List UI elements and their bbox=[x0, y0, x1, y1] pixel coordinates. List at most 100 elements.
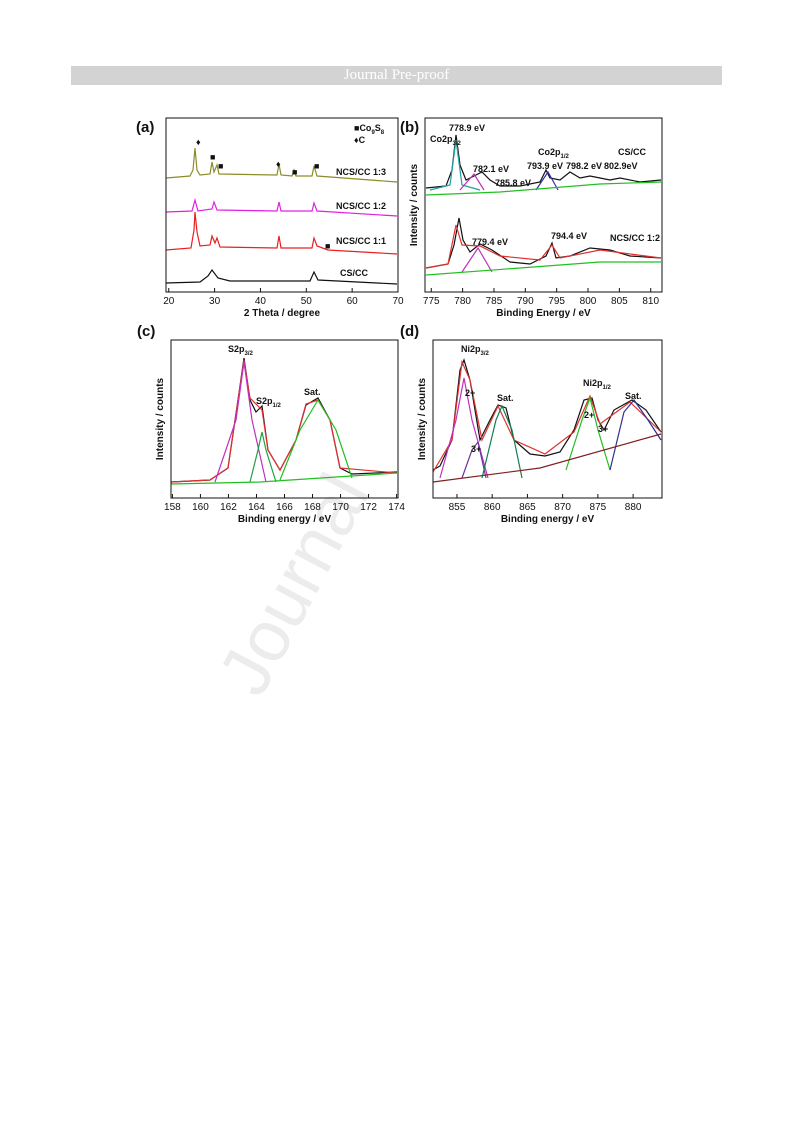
x-tick-label: 60 bbox=[347, 296, 359, 307]
x-tick-label: 785 bbox=[486, 296, 503, 307]
xrd-curve bbox=[165, 211, 398, 255]
x-tick-label: 170 bbox=[332, 502, 349, 513]
x-axis-label: Binding energy / eV bbox=[238, 514, 332, 525]
xps-component bbox=[439, 377, 489, 479]
xps-component bbox=[279, 398, 353, 481]
peak-label: S2p3/2 bbox=[228, 344, 254, 357]
phase-marker: ■ bbox=[210, 152, 215, 162]
xps-component bbox=[249, 431, 277, 483]
annotation: Sat. bbox=[304, 387, 321, 397]
xps-curve bbox=[425, 217, 662, 269]
annotation: 802.9eV bbox=[604, 161, 638, 171]
xrd-curve bbox=[165, 197, 398, 217]
x-tick-label: 855 bbox=[449, 502, 466, 513]
x-tick-label: 775 bbox=[423, 296, 440, 307]
xps-component bbox=[565, 395, 611, 471]
x-axis-label: Binding Energy / eV bbox=[496, 308, 591, 319]
xps-fit bbox=[170, 359, 398, 483]
peak-label: S2p1/2 bbox=[256, 396, 282, 409]
annotation: Sat. bbox=[497, 393, 514, 403]
xps-background bbox=[425, 261, 661, 276]
annotation: 793.9 eV bbox=[527, 161, 563, 171]
header-title: Journal Pre-proof bbox=[71, 66, 722, 85]
xps-curve bbox=[432, 358, 662, 471]
annotation: Sat. bbox=[625, 391, 642, 401]
xps-component bbox=[609, 399, 662, 471]
x-tick-label: 20 bbox=[163, 296, 175, 307]
annotation: 2+ bbox=[584, 410, 594, 420]
phase-marker: ■ bbox=[314, 161, 319, 171]
panel-label: (c) bbox=[137, 323, 155, 340]
panel-label: (a) bbox=[136, 119, 154, 136]
phase-marker: ♦ bbox=[196, 137, 201, 147]
plot-frame bbox=[424, 117, 663, 293]
xps-curve bbox=[425, 134, 662, 189]
y-axis-label: Intensity / counts bbox=[417, 377, 428, 460]
x-tick-label: 168 bbox=[304, 502, 321, 513]
annotation: CS/CC bbox=[618, 147, 647, 157]
annotation: 785.8 eV bbox=[495, 178, 531, 188]
x-tick-label: 805 bbox=[611, 296, 628, 307]
xps-background bbox=[432, 433, 662, 483]
xps-component bbox=[459, 172, 485, 191]
x-axis-label: 2 Theta / degree bbox=[244, 308, 321, 319]
x-tick-label: 160 bbox=[192, 502, 209, 513]
y-axis-label: Intensity / counts bbox=[155, 377, 166, 460]
legend-entry: ♦C bbox=[354, 135, 366, 145]
phase-marker: ■ bbox=[218, 161, 223, 171]
annotation: 779.4 eV bbox=[472, 237, 508, 247]
annotation: 782.1 eV bbox=[473, 164, 509, 174]
x-tick-label: 795 bbox=[548, 296, 565, 307]
xrd-curve bbox=[165, 268, 398, 285]
x-tick-label: 810 bbox=[642, 296, 659, 307]
x-tick-label: 30 bbox=[209, 296, 221, 307]
phase-marker: ♦ bbox=[276, 159, 281, 169]
annotation: 3+ bbox=[471, 444, 481, 454]
peak-label: Ni2p1/2 bbox=[583, 378, 612, 391]
x-tick-label: 780 bbox=[454, 296, 471, 307]
series-label: NCS/CC 1:2 bbox=[336, 201, 386, 211]
plot-frame bbox=[170, 339, 399, 499]
xps-background bbox=[425, 181, 662, 196]
series-label: CS/CC bbox=[340, 268, 369, 278]
xps-component bbox=[214, 361, 267, 483]
x-tick-label: 162 bbox=[220, 502, 237, 513]
x-tick-label: 875 bbox=[590, 502, 607, 513]
panel-label: (d) bbox=[400, 323, 419, 340]
phase-marker: ■ bbox=[325, 241, 330, 251]
x-tick-label: 880 bbox=[625, 502, 642, 513]
x-tick-label: 870 bbox=[554, 502, 571, 513]
annotation: 794.4 eV bbox=[551, 231, 587, 241]
peak-label: Ni2p3/2 bbox=[461, 344, 490, 357]
xrd-curve bbox=[165, 147, 398, 183]
peak-label: Co2p1/2 bbox=[538, 147, 570, 160]
xps-component bbox=[461, 440, 487, 479]
annotation: NCS/CC 1:2 bbox=[610, 233, 660, 243]
x-tick-label: 172 bbox=[360, 502, 377, 513]
series-label: NCS/CC 1:1 bbox=[336, 236, 386, 246]
x-tick-label: 166 bbox=[276, 502, 293, 513]
xps-component bbox=[461, 246, 493, 273]
xps-component bbox=[481, 404, 523, 479]
xps-component bbox=[535, 170, 559, 191]
x-tick-label: 800 bbox=[580, 296, 597, 307]
peak-label: Co2p3/2 bbox=[430, 134, 462, 147]
plot-frame bbox=[165, 117, 399, 293]
x-tick-label: 70 bbox=[392, 296, 404, 307]
xps-background bbox=[170, 472, 398, 485]
legend-entry: ■Co9S8 bbox=[354, 123, 385, 136]
annotation: 3+ bbox=[598, 424, 608, 434]
x-tick-label: 158 bbox=[164, 502, 181, 513]
annotation: 798.2 eV bbox=[566, 161, 602, 171]
panel-label: (b) bbox=[400, 119, 419, 136]
x-tick-label: 860 bbox=[484, 502, 501, 513]
plot-frame bbox=[432, 339, 663, 499]
annotation: 778.9 eV bbox=[449, 123, 485, 133]
x-axis-label: Binding energy / eV bbox=[501, 514, 595, 525]
x-tick-label: 50 bbox=[301, 296, 313, 307]
x-tick-label: 174 bbox=[388, 502, 405, 513]
xps-fit bbox=[425, 224, 662, 269]
